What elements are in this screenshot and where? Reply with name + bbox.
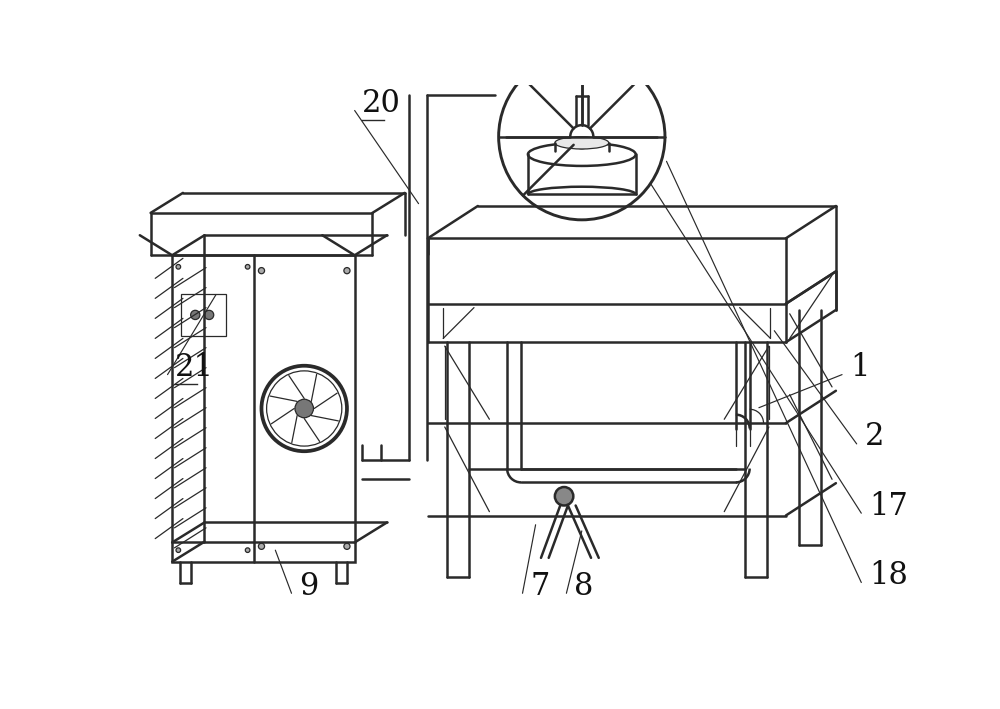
Bar (172, 255, 355, 562)
Circle shape (555, 487, 573, 506)
Text: 21: 21 (175, 352, 214, 383)
Circle shape (176, 548, 181, 552)
Circle shape (204, 311, 214, 320)
Circle shape (245, 264, 250, 269)
Text: 8: 8 (574, 571, 593, 602)
Text: 18: 18 (869, 560, 908, 591)
Text: 20: 20 (362, 88, 401, 119)
Bar (181, 294, 226, 336)
Text: 7: 7 (530, 571, 550, 602)
Text: 17: 17 (869, 491, 908, 522)
Circle shape (176, 264, 181, 269)
Circle shape (295, 399, 313, 418)
Circle shape (344, 543, 350, 549)
Text: 9: 9 (299, 571, 318, 602)
Circle shape (258, 543, 265, 549)
Circle shape (258, 267, 265, 274)
Text: 2: 2 (864, 421, 884, 452)
Circle shape (191, 311, 200, 320)
Circle shape (344, 267, 350, 274)
Ellipse shape (555, 137, 609, 149)
Circle shape (245, 548, 250, 552)
Text: 1: 1 (850, 352, 869, 383)
